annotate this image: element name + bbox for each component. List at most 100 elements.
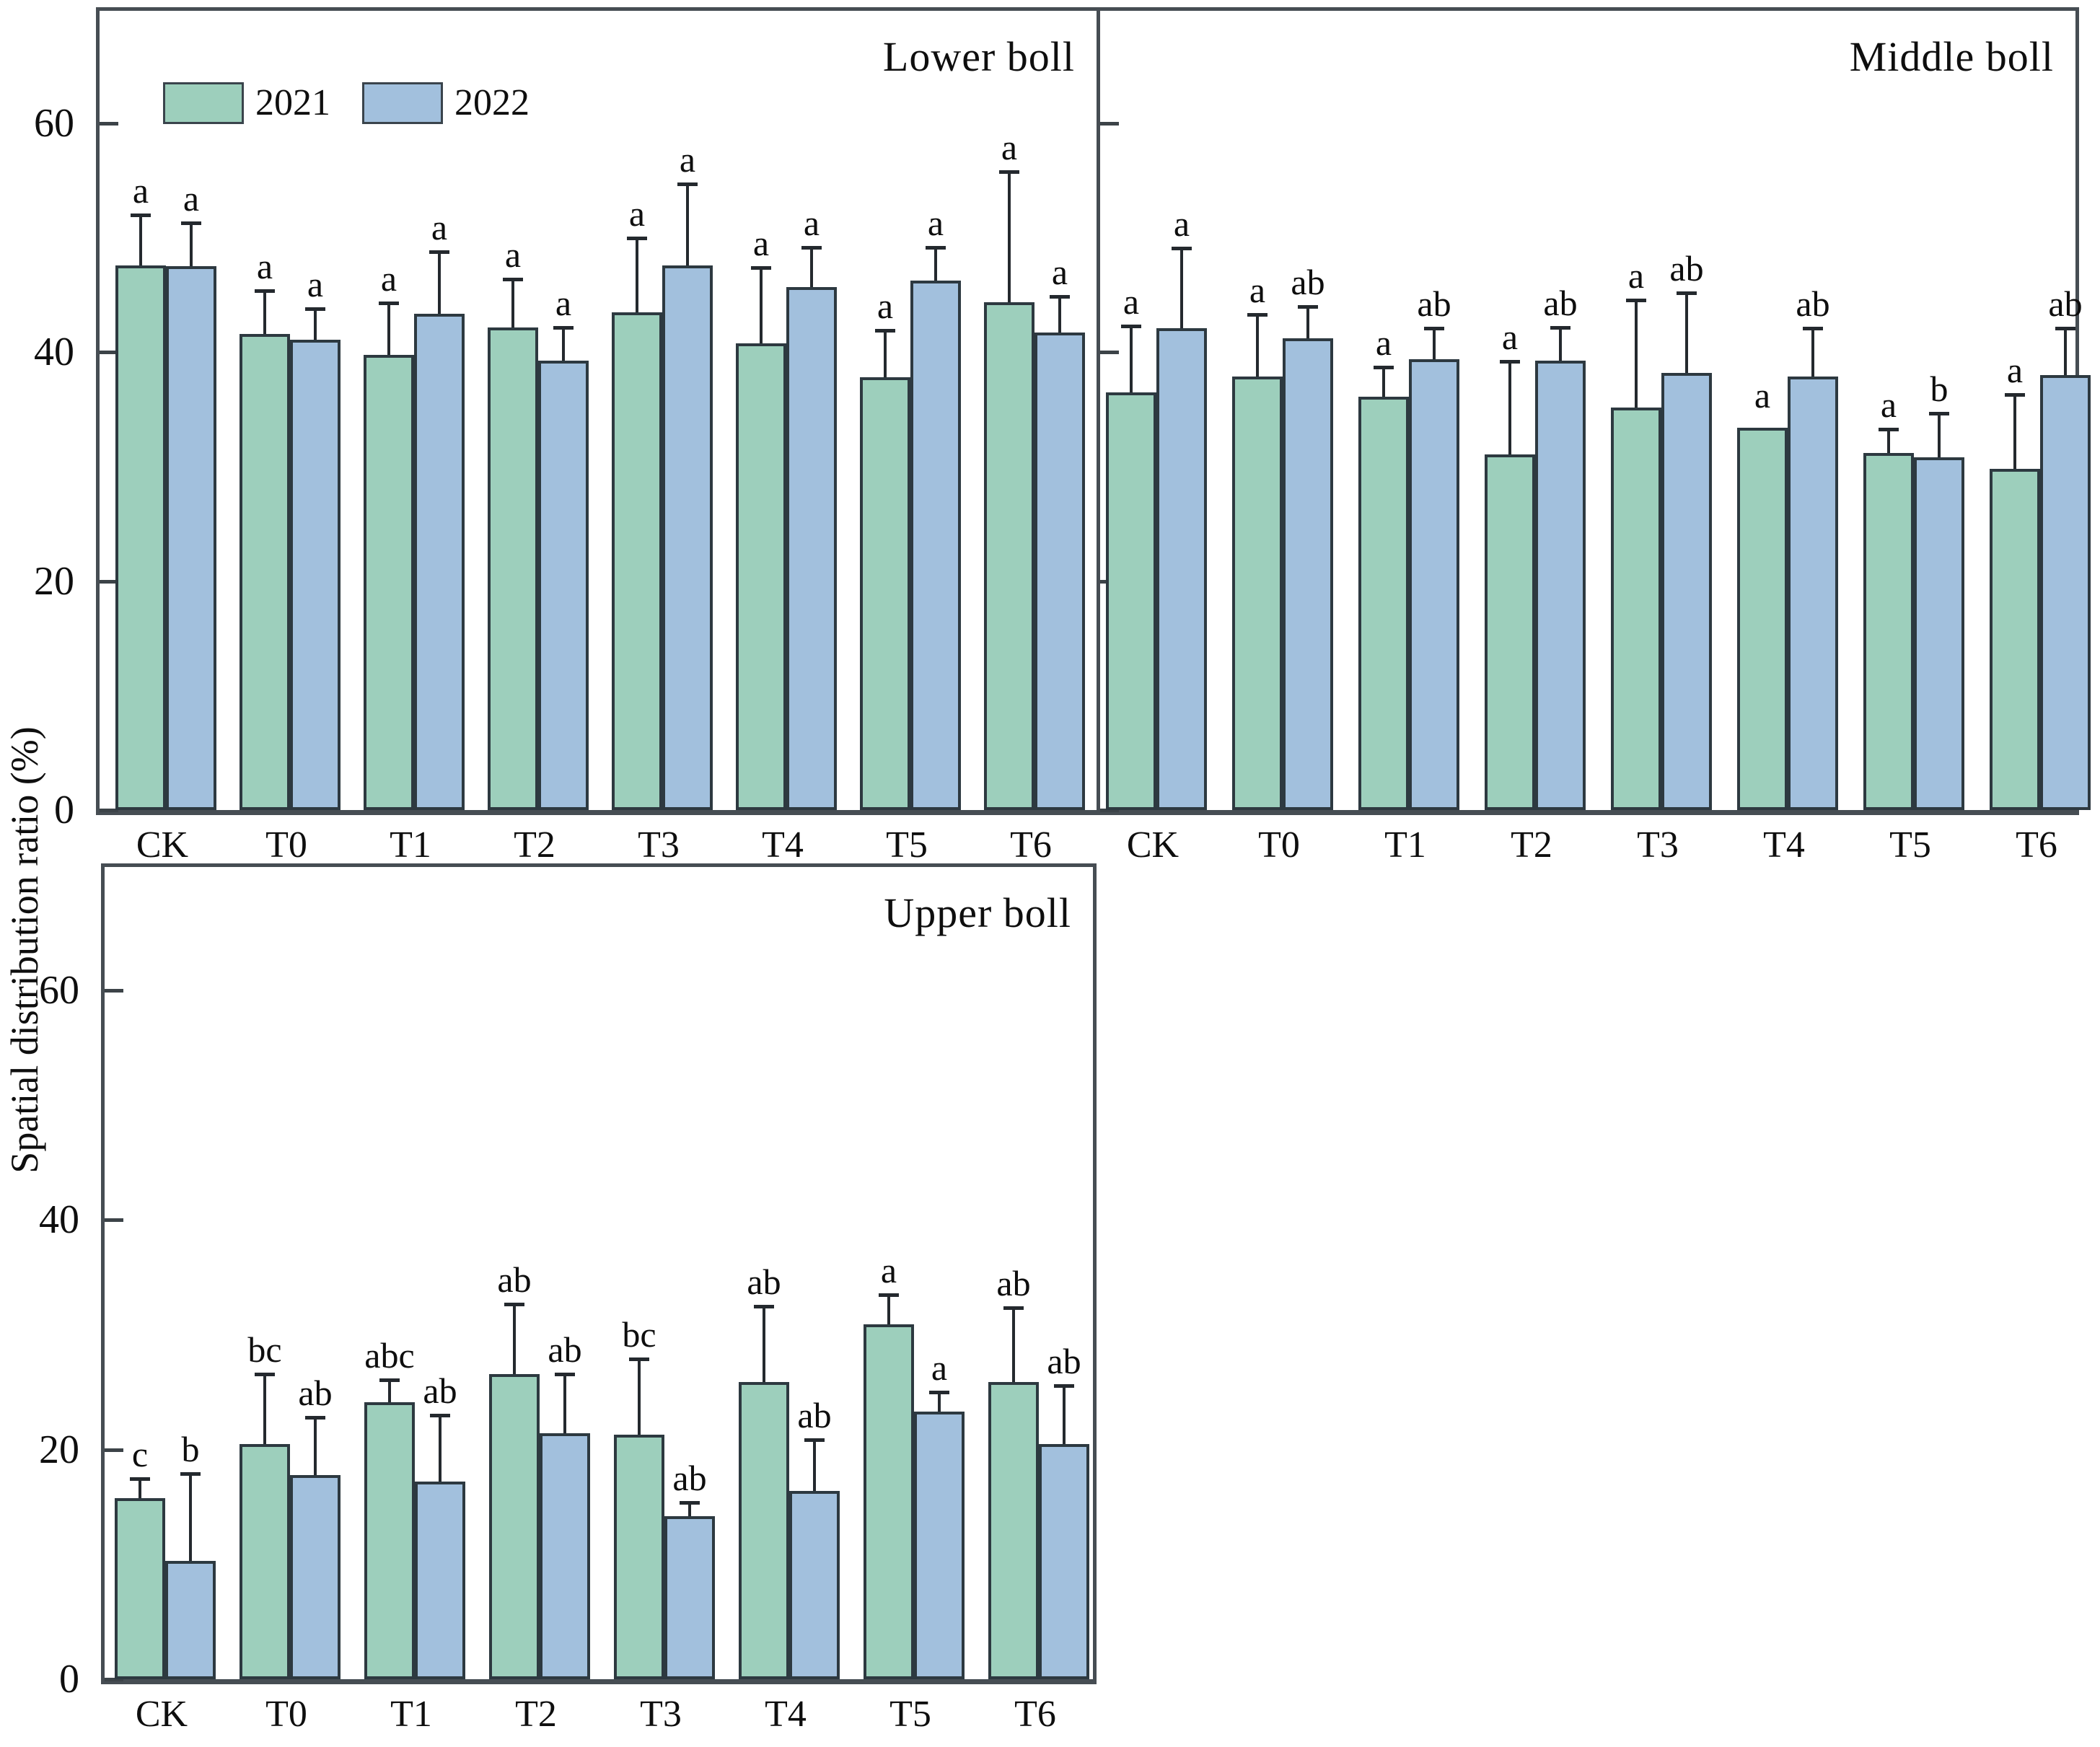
error-bar-stem (263, 1376, 266, 1444)
error-bar-cap (999, 170, 1019, 174)
error-bar-stem (810, 249, 813, 288)
significance-letter: ab (548, 1329, 582, 1370)
error-bar-cap (504, 1302, 524, 1306)
y-tick-label: 40 (34, 330, 74, 375)
legend: 2021 2022 (163, 82, 561, 124)
panel-lower-boll: Lower boll a a a a a a a a a a a a a a a a 2021 2022 (96, 7, 1097, 815)
y-tick (100, 809, 118, 812)
x-tick-label-t2: T2 (1511, 824, 1552, 866)
x-tick-label-t4: T4 (762, 824, 804, 866)
error-bar-stem (2064, 330, 2067, 376)
error-bar-stem (1811, 330, 1814, 377)
x-tick-label-t3: T3 (638, 824, 680, 866)
error-bar-cap (379, 1378, 400, 1382)
error-bar-cap (130, 1477, 150, 1481)
significance-letter: a (880, 1250, 897, 1290)
error-bar-cap (804, 1438, 825, 1442)
error-bar-stem (1938, 415, 1941, 458)
bar-2022-t6 (1034, 333, 1085, 810)
x-tick-label-ck: CK (1126, 824, 1179, 866)
significance-letter: a (877, 286, 894, 327)
significance-letter: ab (1047, 1340, 1081, 1381)
error-bar-stem (1306, 309, 1309, 339)
error-bar-cap (305, 307, 325, 312)
x-tick-label-t4: T4 (1763, 824, 1805, 866)
significance-letter: a (927, 202, 944, 243)
significance-letter: ab (672, 1458, 707, 1499)
error-bar-cap (1879, 427, 1899, 431)
error-bar-cap (801, 245, 822, 250)
panel-title-upper-boll: Upper boll (884, 889, 1071, 936)
error-bar-cap (1054, 1383, 1074, 1388)
bar-2021-t0 (240, 1443, 290, 1679)
error-bar-stem (938, 1394, 941, 1412)
bar-2022-t1 (415, 1482, 465, 1679)
error-bar-cap (181, 221, 201, 226)
error-bar-stem (139, 217, 142, 265)
panel-title-middle-boll: Middle boll (1849, 33, 2054, 80)
significance-letter: ab (747, 1261, 781, 1302)
error-bar-stem (314, 1420, 317, 1475)
error-bar-stem (1635, 302, 1638, 408)
significance-letter: a (183, 178, 200, 219)
bar-2021-t0 (1232, 376, 1283, 810)
error-bar-cap (379, 302, 399, 306)
y-tick (105, 1218, 123, 1223)
significance-letter: a (1754, 375, 1771, 416)
y-tick (100, 579, 118, 584)
y-tick (100, 351, 118, 355)
bar-2022-t4 (789, 1490, 840, 1679)
bar-2022-t5 (1914, 457, 1964, 810)
error-bar-stem (1180, 250, 1183, 329)
error-bar-cap (503, 278, 523, 282)
significance-letter: ab (1669, 248, 1704, 289)
error-bar-stem (190, 225, 193, 267)
bar-2021-t1 (364, 1402, 415, 1679)
error-bar-cap (1247, 313, 1268, 317)
bar-2022-t6 (1039, 1443, 1089, 1679)
bar-2022-t1 (1409, 358, 1459, 810)
error-bar-cap (629, 1357, 649, 1362)
error-bar-stem (387, 305, 390, 355)
significance-letter: a (752, 223, 770, 264)
bar-2021-t1 (364, 354, 414, 810)
error-bar-cap (1050, 294, 1070, 299)
error-bar-cap (2005, 393, 2025, 397)
legend-label-2022: 2022 (454, 82, 530, 123)
significance-letter: a (307, 264, 324, 305)
error-bar-stem (1559, 329, 1562, 361)
panel-upper-boll: Upper boll c b bc ab abc ab ab ab bc ab ab ab a a ab ab (101, 863, 1097, 1684)
error-bar-cap (754, 1304, 774, 1308)
bar-2022-t4 (1788, 376, 1838, 810)
error-bar-cap (1677, 291, 1697, 296)
error-bar-cap (131, 214, 151, 218)
error-bar-stem (563, 1376, 566, 1434)
significance-letter: a (1375, 322, 1392, 364)
error-bar-cap (627, 236, 647, 240)
significance-letter: ab (1543, 282, 1578, 323)
error-bar-stem (439, 1417, 441, 1482)
bar-2021-t6 (1990, 469, 2040, 810)
x-tick-label-t0: T0 (1258, 824, 1300, 866)
x-tick-label-t2: T2 (515, 1694, 557, 1735)
x-tick-label-t6: T6 (1014, 1694, 1056, 1735)
error-bar-stem (1012, 1309, 1015, 1382)
y-tick (105, 1448, 123, 1452)
significance-letter: a (380, 258, 397, 299)
bar-2021-t3 (612, 312, 662, 810)
significance-letter: ab (298, 1373, 333, 1414)
bar-2022-t1 (414, 313, 465, 810)
significance-letter: a (803, 202, 820, 243)
error-bar-stem (513, 1306, 516, 1374)
significance-letter: a (555, 282, 572, 323)
error-bar-cap (430, 1414, 450, 1418)
significance-letter: a (2006, 350, 2024, 391)
error-bar-cap (1626, 298, 1646, 302)
significance-letter: a (628, 193, 646, 234)
bar-2022-ck (1156, 328, 1207, 810)
error-bar-cap (875, 329, 895, 333)
panel-middle-boll: Middle boll a a a ab a ab a ab a ab a ab a b a ab (1097, 7, 2091, 815)
bar-2021-t3 (1611, 407, 1661, 810)
bar-2022-t6 (2040, 375, 2091, 810)
